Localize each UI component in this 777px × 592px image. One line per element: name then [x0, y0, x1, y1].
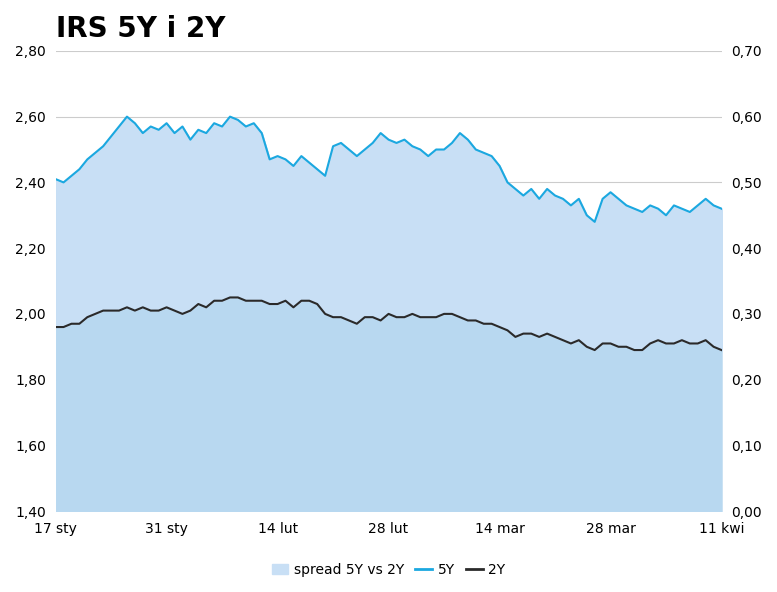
Legend: spread 5Y vs 2Y, 5Y, 2Y: spread 5Y vs 2Y, 5Y, 2Y	[267, 557, 510, 582]
Text: IRS 5Y i 2Y: IRS 5Y i 2Y	[56, 15, 225, 43]
